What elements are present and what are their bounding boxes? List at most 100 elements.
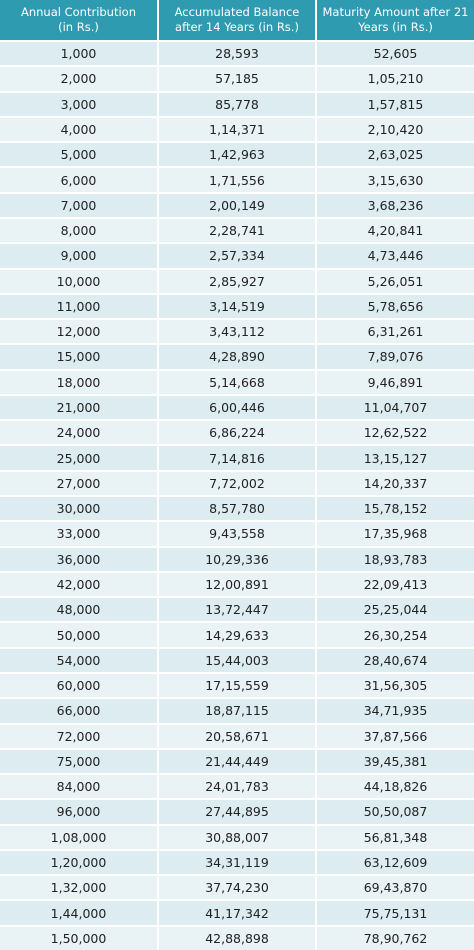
table-cell: 8,57,780 — [159, 497, 315, 521]
table-cell: 4,20,841 — [317, 218, 474, 243]
table-cell: 24,000 — [0, 421, 157, 445]
table-cell: 57,185 — [159, 67, 315, 91]
table-cell: 12,00,891 — [159, 572, 315, 597]
table-cell: 54,000 — [0, 648, 157, 672]
table-cell: 11,000 — [0, 294, 157, 319]
header-text: Accumulated Balance — [174, 5, 300, 19]
table-cell: 3,000 — [0, 92, 157, 116]
table-cell: 44,18,826 — [317, 775, 474, 799]
header-cell: Accumulated Balance after 14 Years (in Rs… — [159, 0, 315, 40]
table-cell: 31,56,305 — [317, 673, 474, 698]
table-cell: 96,000 — [0, 800, 157, 824]
table-cell: 15,44,003 — [159, 648, 315, 672]
table-cell: 12,000 — [0, 320, 157, 344]
header-text: Annual Contribution — [20, 5, 137, 19]
table-cell: 21,000 — [0, 395, 157, 420]
table-cell: 1,32,000 — [0, 876, 157, 900]
table-cell: 48,000 — [0, 598, 157, 622]
table-cell: 50,50,087 — [317, 800, 474, 824]
table-cell: 42,000 — [0, 572, 157, 597]
table-cell: 6,000 — [0, 168, 157, 192]
table-cell: 2,10,420 — [317, 117, 474, 142]
table-cell: 2,00,149 — [159, 193, 315, 217]
table-cell: 85,778 — [159, 92, 315, 116]
table-cell: 30,88,007 — [159, 825, 315, 849]
table-cell: 3,68,236 — [317, 193, 474, 217]
table-cell: 6,00,446 — [159, 395, 315, 420]
table-cell: 1,42,963 — [159, 143, 315, 167]
table-cell: 42,88,898 — [159, 926, 315, 950]
table-cell: 28,593 — [159, 42, 315, 66]
table-cell: 14,20,337 — [317, 471, 474, 495]
table-cell: 1,14,371 — [159, 117, 315, 142]
table-cell: 12,62,522 — [317, 421, 474, 445]
table-cell: 6,31,261 — [317, 320, 474, 344]
table-cell: 1,000 — [0, 42, 157, 66]
table-cell: 2,85,927 — [159, 269, 315, 293]
header-text: Maturity Amount after 21 — [322, 5, 469, 19]
table-cell: 5,78,656 — [317, 294, 474, 319]
table-cell: 1,20,000 — [0, 850, 157, 875]
table-cell: 27,44,895 — [159, 800, 315, 824]
table-cell: 11,04,707 — [317, 395, 474, 420]
table-cell: 26,30,254 — [317, 623, 474, 647]
table-cell: 36,000 — [0, 547, 157, 571]
table-cell: 1,57,815 — [317, 92, 474, 116]
table-cell: 34,31,119 — [159, 850, 315, 875]
header-text: Years (in Rs.) — [358, 20, 433, 34]
table-cell: 1,08,000 — [0, 825, 157, 849]
table-cell: 14,29,633 — [159, 623, 315, 647]
table-cell: 9,43,558 — [159, 522, 315, 546]
table-cell: 1,50,000 — [0, 926, 157, 950]
table-cell: 7,89,076 — [317, 345, 474, 369]
table-cell: 33,000 — [0, 522, 157, 546]
table-cell: 10,29,336 — [159, 547, 315, 571]
table-cell: 13,72,447 — [159, 598, 315, 622]
table-cell: 28,40,674 — [317, 648, 474, 672]
table-cell: 37,87,566 — [317, 724, 474, 748]
table-cell: 8,000 — [0, 218, 157, 243]
table-cell: 17,15,559 — [159, 673, 315, 698]
table-cell: 63,12,609 — [317, 850, 474, 875]
table-cell: 75,75,131 — [317, 901, 474, 925]
table-cell: 5,26,051 — [317, 269, 474, 293]
table-cell: 7,000 — [0, 193, 157, 217]
table-cell: 30,000 — [0, 497, 157, 521]
table-cell: 7,14,816 — [159, 446, 315, 470]
table-cell: 84,000 — [0, 775, 157, 799]
table-cell: 75,000 — [0, 749, 157, 774]
table-cell: 3,43,112 — [159, 320, 315, 344]
table-cell: 2,57,334 — [159, 244, 315, 268]
table-cell: 21,44,449 — [159, 749, 315, 774]
table-cell: 6,86,224 — [159, 421, 315, 445]
table-cell: 34,71,935 — [317, 699, 474, 723]
table-cell: 9,000 — [0, 244, 157, 268]
table-cell: 66,000 — [0, 699, 157, 723]
table-cell: 2,63,025 — [317, 143, 474, 167]
table-cell: 4,000 — [0, 117, 157, 142]
table-cell: 72,000 — [0, 724, 157, 748]
table-cell: 1,44,000 — [0, 901, 157, 925]
table-cell: 39,45,381 — [317, 749, 474, 774]
table-cell: 25,000 — [0, 446, 157, 470]
table-cell: 60,000 — [0, 673, 157, 698]
table-cell: 10,000 — [0, 269, 157, 293]
table-cell: 52,605 — [317, 42, 474, 66]
table-cell: 27,000 — [0, 471, 157, 495]
table-cell: 2,000 — [0, 67, 157, 91]
header-cell: Annual Contribution (in Rs.) — [0, 0, 157, 40]
table-cell: 25,25,044 — [317, 598, 474, 622]
table-cell: 3,14,519 — [159, 294, 315, 319]
table-cell: 13,15,127 — [317, 446, 474, 470]
table-cell: 18,93,783 — [317, 547, 474, 571]
table-cell: 69,43,870 — [317, 876, 474, 900]
table-cell: 18,87,115 — [159, 699, 315, 723]
table-cell: 1,05,210 — [317, 67, 474, 91]
table-cell: 5,000 — [0, 143, 157, 167]
table-cell: 18,000 — [0, 370, 157, 394]
table-cell: 78,90,762 — [317, 926, 474, 950]
table-cell: 20,58,671 — [159, 724, 315, 748]
table-cell: 1,71,556 — [159, 168, 315, 192]
table-cell: 15,78,152 — [317, 497, 474, 521]
